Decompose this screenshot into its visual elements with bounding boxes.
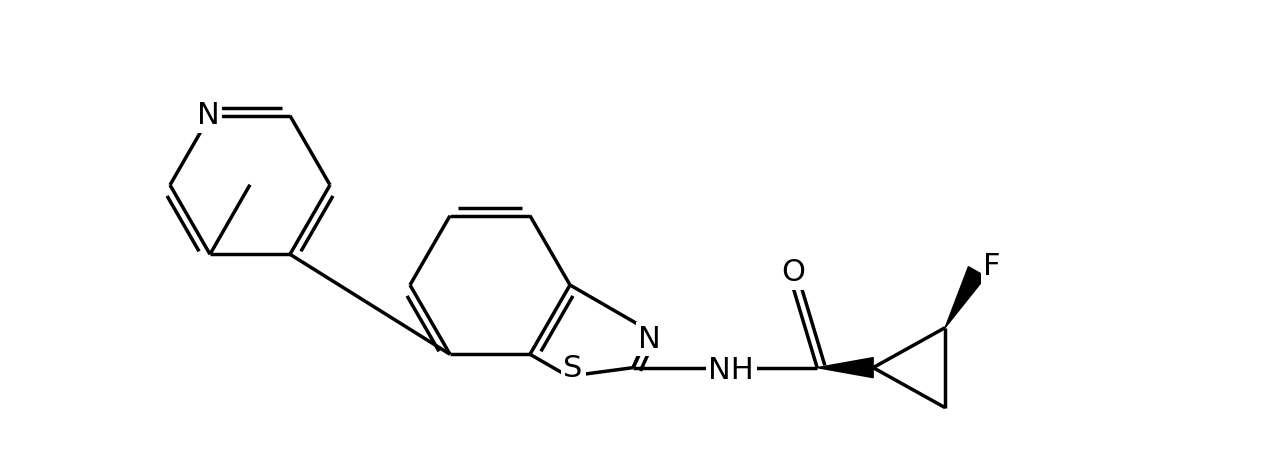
Text: F: F bbox=[983, 252, 1001, 281]
Text: O: O bbox=[781, 258, 805, 287]
Text: N: N bbox=[197, 101, 220, 130]
Polygon shape bbox=[817, 358, 873, 378]
Polygon shape bbox=[945, 267, 986, 328]
Text: S: S bbox=[563, 354, 583, 383]
Text: N: N bbox=[639, 325, 661, 353]
Text: NH: NH bbox=[708, 356, 753, 385]
